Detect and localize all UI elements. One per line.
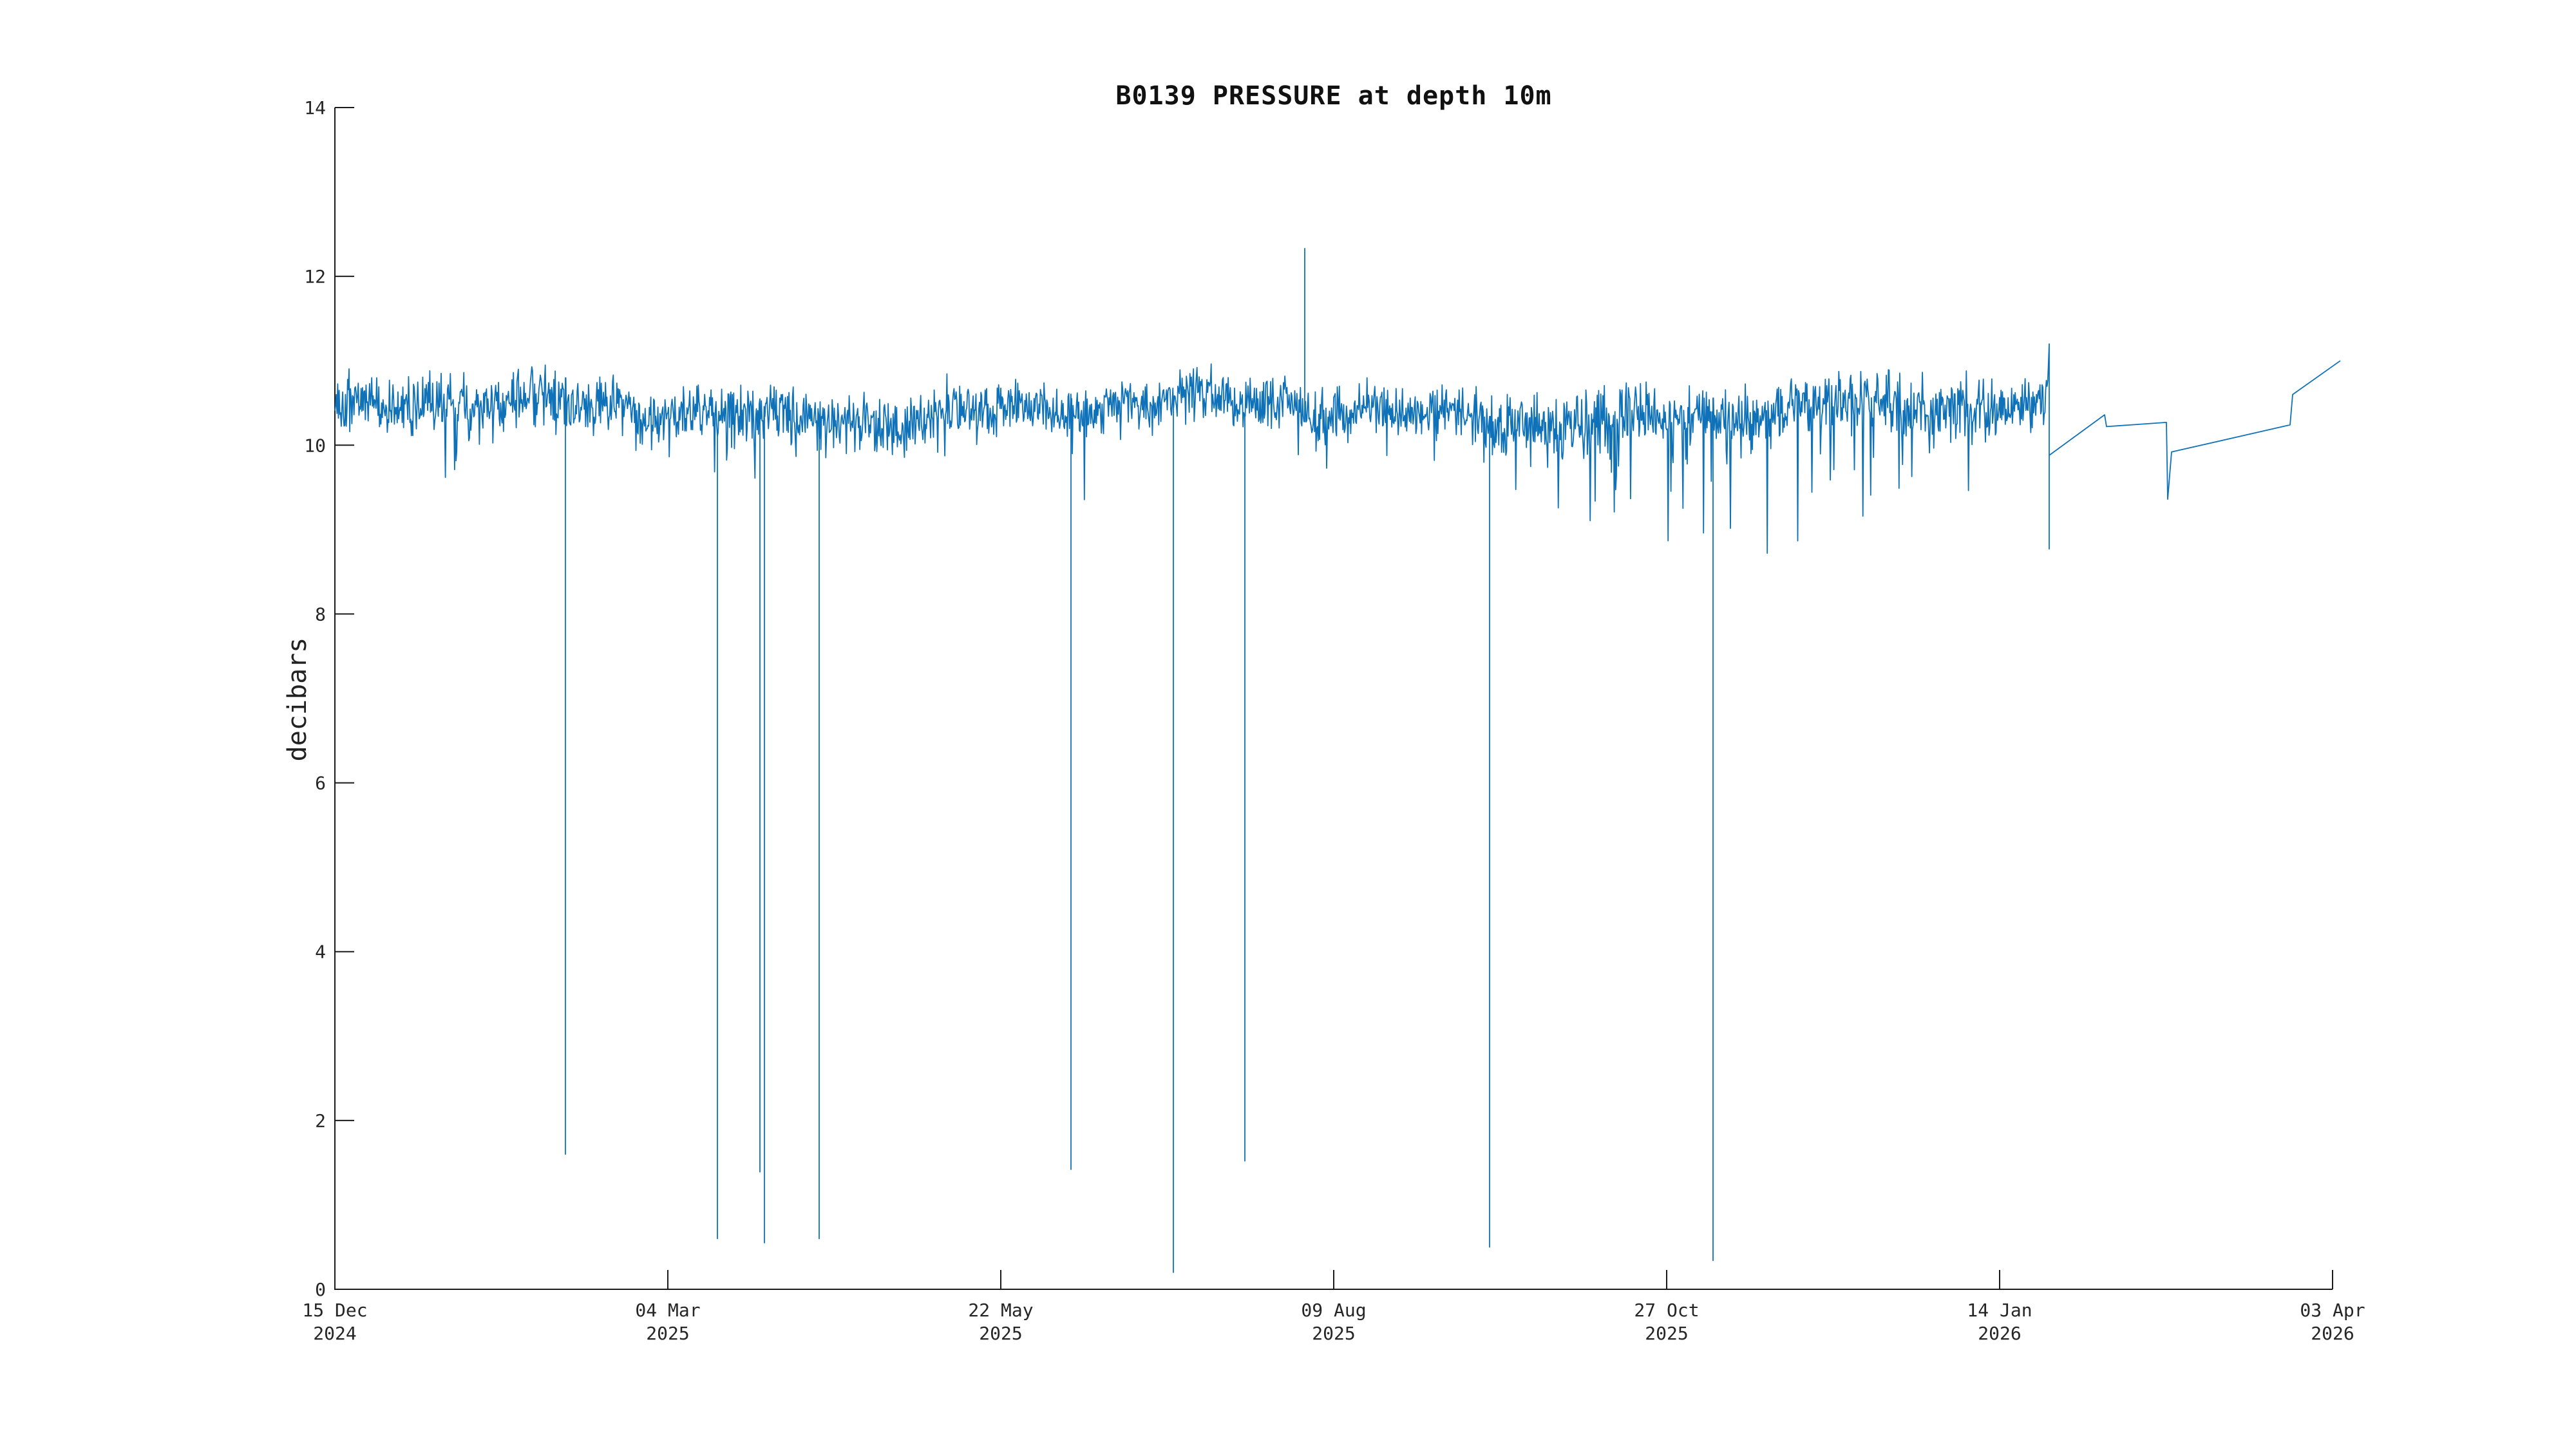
pressure-series-line [334,248,2341,1273]
x-tick-label-date: 14 Jan [1967,1300,2032,1321]
x-tick-label-year: 2025 [1312,1323,1355,1344]
chart-title: B0139 PRESSURE at depth 10m [1115,81,1552,111]
x-tick-label-date: 27 Oct [1634,1300,1699,1321]
y-tick-label: 6 [315,773,326,794]
x-tick-label-year: 2025 [646,1323,689,1344]
x-tick-label-year: 2025 [979,1323,1022,1344]
y-tick-label: 14 [304,97,326,118]
y-tick-label: 2 [315,1110,326,1132]
x-tick-label-date: 04 Mar [635,1300,700,1321]
y-tick-label: 8 [315,603,326,625]
x-tick-label-year: 2024 [313,1323,356,1344]
axes-spines [334,108,2333,1290]
x-tick-label-year: 2026 [1978,1323,2021,1344]
x-tick-label-date: 09 Aug [1301,1300,1366,1321]
y-tick-label: 0 [315,1279,326,1300]
y-tick-label: 12 [304,266,326,287]
x-tick-label-date: 03 Apr [2300,1300,2365,1321]
y-tick-label: 10 [304,435,326,456]
x-tick-label-date: 15 Dec [302,1300,367,1321]
x-tick-label-year: 2026 [2311,1323,2354,1344]
y-tick-label: 4 [315,942,326,963]
x-tick-label-date: 22 May [968,1300,1033,1321]
x-tick-label-year: 2025 [1645,1323,1688,1344]
